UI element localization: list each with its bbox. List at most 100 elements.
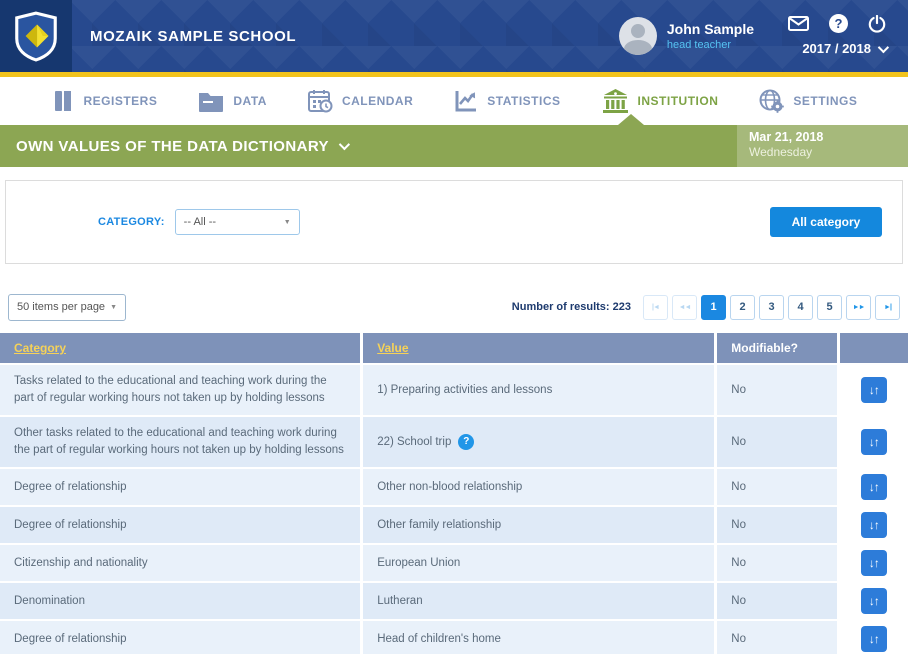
nav-item-institution[interactable]: INSTITUTION	[602, 89, 719, 113]
page-title[interactable]: OWN VALUES OF THE DATA DICTIONARY	[16, 137, 350, 155]
items-per-page-select[interactable]: 50 items per page ▼	[8, 293, 126, 321]
prev-page-button[interactable]: ◄◄	[672, 294, 697, 320]
cell-value-text: Head of children's home	[377, 632, 501, 645]
cell-category: Degree of relationship	[0, 621, 364, 654]
table-row: Degree of relationship Other family rela…	[0, 507, 908, 543]
chevron-down-icon	[877, 41, 890, 53]
cell-modifiable: No	[717, 417, 840, 467]
cell-value-text: Other non-blood relationship	[377, 480, 523, 493]
user-role: head teacher	[666, 38, 732, 51]
table-row: Degree of relationship Head of children'…	[0, 621, 908, 654]
next-page-button[interactable]: ►►	[846, 294, 871, 320]
cell-value-text: Other family relationship	[377, 518, 502, 531]
page-button-5[interactable]: 5	[817, 294, 842, 320]
dropdown-arrow-icon: ▼	[110, 303, 117, 311]
cell-category: Tasks related to the educational and tea…	[0, 365, 364, 415]
current-date: Mar 21, 2018	[749, 130, 824, 144]
cell-category: Other tasks related to the educational a…	[0, 417, 364, 467]
cell-value-text: European Union	[377, 556, 461, 569]
table-header: Category Value Modifiable?	[0, 333, 908, 363]
school-name: MOZAIK SAMPLE SCHOOL	[90, 27, 297, 45]
cell-actions: ↓↑	[840, 469, 908, 505]
column-header-value[interactable]: Value	[363, 333, 718, 363]
nav-label: STATISTICS	[487, 94, 561, 108]
school-logo[interactable]	[0, 0, 72, 72]
user-block[interactable]: John Sample head teacher	[618, 17, 754, 55]
table-row: Tasks related to the educational and tea…	[0, 365, 908, 415]
user-name: John Sample	[666, 21, 754, 38]
cell-actions: ↓↑	[840, 621, 908, 654]
main-nav: REGISTERS DATA CALENDAR STATISTICS INSTI…	[0, 77, 908, 125]
cell-actions: ↓↑	[840, 417, 908, 467]
current-day: Wednesday	[749, 145, 813, 159]
app-header: MOZAIK SAMPLE SCHOOL John Sample head te…	[0, 0, 908, 72]
page-button-2[interactable]: 2	[730, 294, 755, 320]
school-year-label: 2017 / 2018	[802, 41, 871, 56]
cell-category: Degree of relationship	[0, 469, 364, 505]
statistics-icon	[455, 91, 477, 112]
nav-item-registers[interactable]: REGISTERS	[51, 89, 158, 113]
cell-value: 1) Preparing activities and lessons	[363, 365, 718, 415]
page-title-text: OWN VALUES OF THE DATA DICTIONARY	[16, 137, 329, 155]
cell-value: Lutheran	[363, 583, 718, 619]
nav-item-data[interactable]: DATA	[198, 90, 267, 112]
help-icon[interactable]: ?	[829, 14, 848, 33]
reorder-arrows-icon[interactable]: ↓↑	[860, 429, 887, 455]
reorder-arrows-icon[interactable]: ↓↑	[860, 626, 887, 652]
reorder-arrows-icon[interactable]: ↓↑	[860, 588, 887, 614]
category-select[interactable]: -- All -- ▼	[174, 209, 300, 235]
cell-value-text: 1) Preparing activities and lessons	[377, 383, 553, 396]
table-body: Tasks related to the educational and tea…	[0, 365, 908, 654]
settings-icon	[759, 89, 785, 113]
pager: |◄ ◄◄ 1 2 3 4 5 ►► ►|	[643, 294, 900, 320]
cell-category: Denomination	[0, 583, 364, 619]
reorder-arrows-icon[interactable]: ↓↑	[860, 550, 887, 576]
power-icon[interactable]	[868, 14, 886, 33]
cell-modifiable: No	[717, 583, 840, 619]
cell-modifiable: No	[717, 621, 840, 654]
cell-value: European Union	[363, 545, 718, 581]
header-accent-line	[0, 72, 908, 77]
dropdown-arrow-icon: ▼	[283, 218, 291, 226]
column-header-category[interactable]: Category	[0, 333, 364, 363]
page-title-bar: OWN VALUES OF THE DATA DICTIONARY Mar 21…	[0, 114, 908, 167]
cell-value: Other family relationship	[363, 507, 718, 543]
cell-actions: ↓↑	[840, 507, 908, 543]
nav-label: REGISTERS	[83, 94, 158, 108]
all-category-button[interactable]: All category	[770, 207, 882, 237]
page-button-4[interactable]: 4	[788, 294, 813, 320]
first-page-button[interactable]: |◄	[643, 294, 668, 320]
cell-category: Citizenship and nationality	[0, 545, 364, 581]
data-dictionary-table: Category Value Modifiable? Tasks related…	[0, 333, 908, 654]
last-page-button[interactable]: ►|	[875, 294, 900, 320]
cell-value-text: 22) School trip	[377, 435, 452, 448]
category-select-value: -- All --	[183, 216, 217, 228]
reorder-arrows-icon[interactable]: ↓↑	[860, 377, 887, 403]
nav-item-calendar[interactable]: CALENDAR	[307, 89, 414, 113]
mail-icon[interactable]	[788, 16, 809, 31]
cell-modifiable: No	[717, 545, 840, 581]
nav-label: DATA	[233, 94, 267, 108]
calendar-icon	[307, 90, 333, 113]
school-year-selector[interactable]: 2017 / 2018	[802, 41, 890, 56]
cell-value: 22) School trip ?	[363, 417, 718, 467]
date-box: Mar 21, 2018 Wednesday	[737, 125, 908, 167]
table-row: Citizenship and nationality European Uni…	[0, 545, 908, 581]
nav-label: CALENDAR	[341, 94, 414, 108]
user-avatar[interactable]	[618, 17, 657, 55]
reorder-arrows-icon[interactable]: ↓↑	[860, 474, 887, 500]
page-button-3[interactable]: 3	[759, 294, 784, 320]
chevron-down-icon	[338, 138, 350, 151]
table-row: Degree of relationship Other non-blood r…	[0, 469, 908, 505]
institution-icon	[602, 89, 628, 113]
help-icon[interactable]: ?	[458, 434, 475, 450]
filter-panel: CATEGORY: -- All -- ▼ All category	[5, 180, 903, 264]
nav-item-statistics[interactable]: STATISTICS	[454, 89, 560, 113]
reorder-arrows-icon[interactable]: ↓↑	[860, 512, 887, 538]
pagination-row: 50 items per page ▼ Number of results: 2…	[8, 292, 900, 322]
nav-item-settings[interactable]: SETTINGS	[759, 89, 857, 113]
registers-icon	[54, 91, 71, 111]
results-count: Number of results: 223	[511, 301, 631, 313]
cell-modifiable: No	[717, 507, 840, 543]
page-button-1[interactable]: 1	[701, 294, 726, 320]
